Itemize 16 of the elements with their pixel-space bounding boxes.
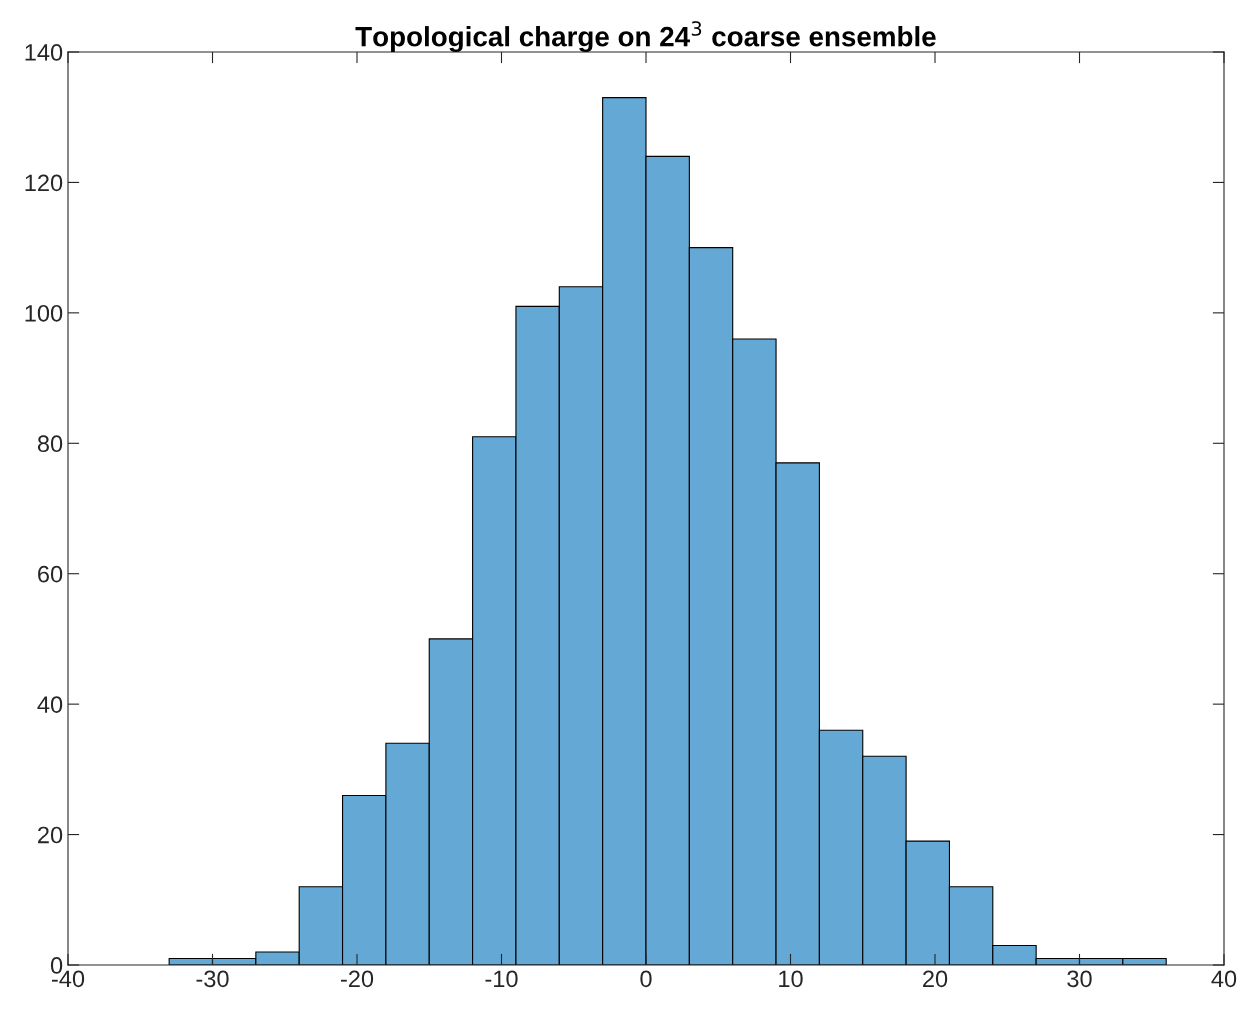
x-tick-label: -30	[196, 970, 229, 988]
x-tick-label: 0	[640, 970, 652, 988]
y-tick-label: 100	[25, 304, 63, 322]
x-tick-label: 10	[779, 970, 803, 988]
x-tick-label: 40	[1211, 970, 1237, 988]
x-tick-label: 20	[923, 970, 948, 988]
y-tick-label: 20	[38, 826, 63, 844]
y-tick-label: 40	[37, 696, 63, 713]
x-tick-label: -20	[340, 970, 374, 988]
x-tick-label: 30	[1067, 970, 1092, 988]
y-tick-label: 60	[38, 565, 63, 583]
x-tick-label: -10	[485, 970, 518, 988]
chart-title: Topological charge on 24$^{3}$ coarse ensemble	[355, 21, 936, 53]
y-tick-label: 80	[37, 435, 63, 453]
y-tick-label: 120	[25, 174, 63, 192]
y-tick-label: 140	[25, 44, 63, 61]
